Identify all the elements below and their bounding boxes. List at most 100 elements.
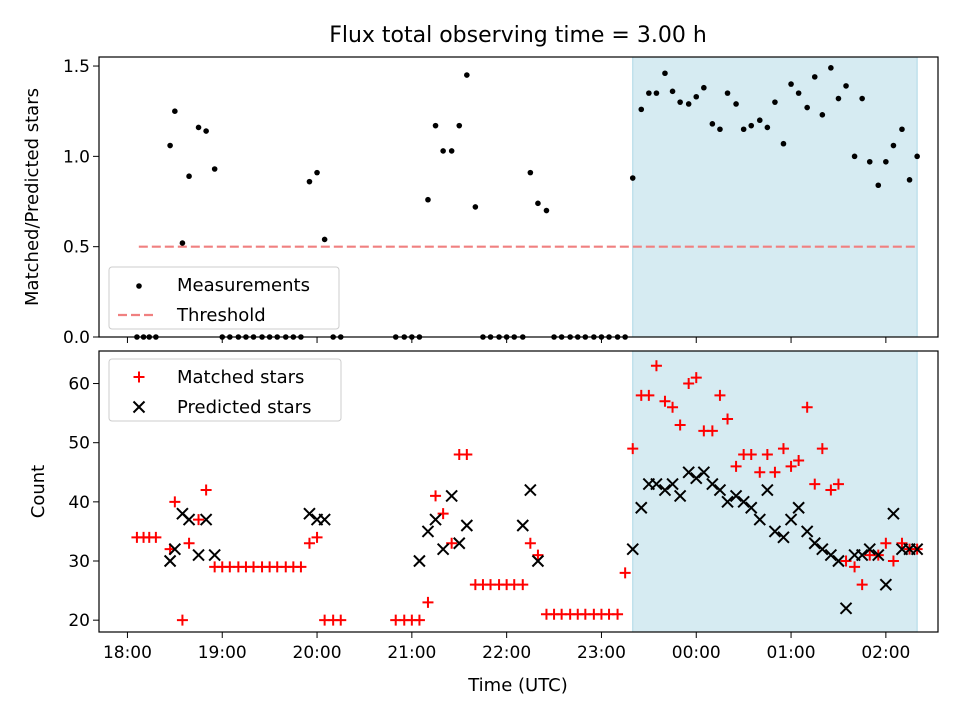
matched-star-point [619,567,631,579]
legend-marker [132,400,146,414]
measurement-point [811,74,818,80]
predicted-star-point [832,554,845,568]
matched-star-point [674,419,686,431]
measurement-point [629,175,636,181]
measurement-point [409,334,415,340]
predicted-star-point [445,489,458,503]
matched-star-point [461,449,473,461]
matched-star-point [437,508,449,520]
measurement-point [153,334,159,340]
highlight-span [632,56,918,338]
measurement-point [274,334,281,340]
y-axis-label: Matched/Predicted stars [22,88,43,306]
measurement-point [186,173,192,180]
measurement-point [337,334,344,340]
x-axis-label: Time (UTC) [467,675,568,696]
matched-star-point [816,443,828,455]
measurement-point [227,334,233,340]
legend-label: Measurements [177,275,310,296]
predicted-star-point [163,554,177,568]
predicted-star-point [531,554,545,568]
measurement-point [203,128,209,134]
chart-title: Flux total observing time = 3.00 h [329,23,707,48]
measurement-point [464,72,470,78]
x-tick-label: 21:00 [387,643,436,663]
measurement-point [804,104,810,111]
predicted-star-point [808,537,821,550]
measurement-point [795,90,802,96]
matched-star-point [793,454,805,466]
measurement-point [717,126,723,133]
measurement-point [709,121,716,127]
y-tick-label: 60 [68,375,90,395]
matched-star-point [832,478,844,490]
measurement-point [219,334,226,340]
predicted-star-point [737,495,750,509]
measurement-point [828,65,834,71]
predicted-star-point [318,513,331,526]
predicted-star-point [429,513,442,526]
y-tick-label: 50 [68,434,90,454]
measurement-point [677,99,683,105]
legend-marker [133,371,145,383]
predicted-star-point [816,542,829,556]
matched-star-point [714,389,726,401]
y-tick-label: 40 [68,493,90,513]
measurement-point [582,334,589,340]
matched-star-point [896,537,908,549]
predicted-star-point [713,483,727,497]
x-tick-label: 00:00 [672,643,721,663]
predicted-star-point [182,513,196,526]
measurement-point [140,334,147,340]
matched-star-point [517,579,529,591]
measurement-point [883,158,889,165]
predicted-star-point [879,578,893,591]
measurement-point [653,90,660,96]
predicted-star-point [168,542,182,556]
matched-star-point [612,608,624,620]
measurement-point [243,334,249,340]
y-tick-label: 1.0 [63,147,90,167]
measurement-point [211,166,218,172]
predicted-star-point [800,525,814,538]
measurement-point [662,70,668,77]
legend-marker [136,283,142,289]
measurement-point [914,153,920,160]
highlight-span [632,350,918,633]
predicted-star-point [421,525,435,538]
measurement-point [574,334,581,340]
measurement-point [480,334,486,340]
measurement-point [591,334,597,340]
predicted-star-point [635,501,648,514]
measurement-point [638,106,645,113]
measurement-point [788,81,794,87]
matched-star-point [801,401,813,413]
predicted-star-point [199,513,213,526]
matched-star-point [200,484,212,496]
predicted-star-point [697,466,711,479]
predicted-star-point [863,542,876,556]
matched-star-point [659,395,671,407]
measurement-point [906,177,913,183]
predicted-star-point [745,501,758,514]
predicted-star-point [768,525,782,538]
x-tick-label: 19:00 [198,643,247,663]
matched-star-point [183,537,195,549]
measurement-point [614,334,621,340]
measurement-point [693,93,700,100]
measurement-point [535,200,541,207]
measurement-point [330,334,336,340]
matched-star-point [761,449,773,461]
y-tick-label: 0.5 [63,238,90,258]
predicted-star-point [690,471,703,485]
predicted-star-point [839,602,853,615]
x-tick-label: 01:00 [767,643,816,663]
measurement-point [314,169,320,176]
predicted-star-point [887,507,900,520]
matched-star-point [754,466,766,478]
measurement-point [558,334,565,340]
measurement-point [298,334,304,340]
measurement-point [306,178,313,185]
predicted-star-point [792,501,805,514]
